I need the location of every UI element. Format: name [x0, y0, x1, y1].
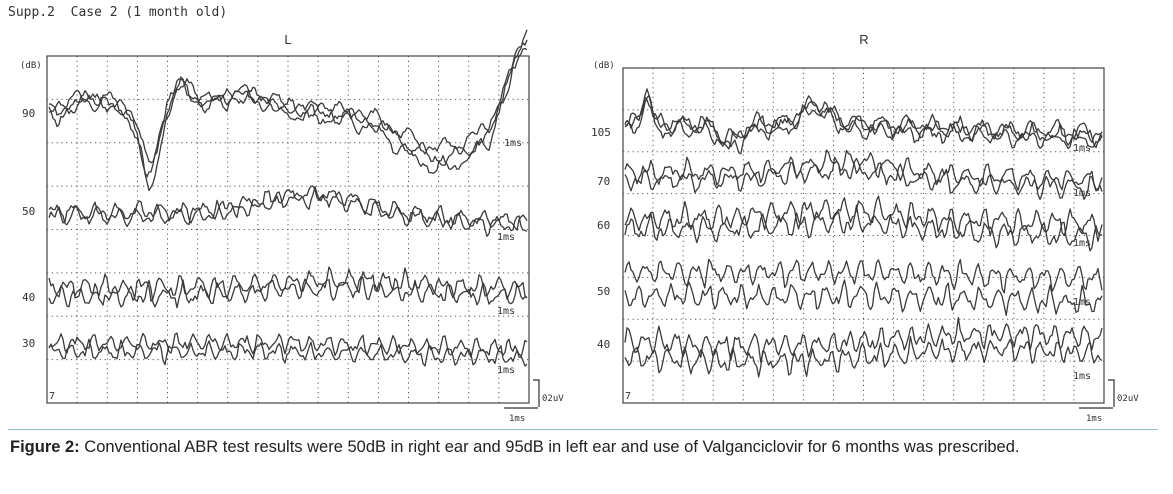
right-trace-60-2 [624, 204, 1103, 252]
right-y-tick-70: 70 [597, 175, 610, 188]
right-ear-panel: R (dB) 105 70 60 50 40 7 02uV 1ms 1ms 1m… [591, 32, 1139, 424]
right-amplitude-scale-bar [1108, 379, 1115, 407]
left-trace-30-1 [48, 332, 528, 359]
figure-supplement-title: Supp.2 Case 2 (1 month old) [8, 5, 228, 20]
right-trace-40-2 [624, 335, 1103, 378]
left-trace-40-2 [48, 276, 528, 309]
left-y-tick-90: 90 [22, 107, 35, 120]
left-trace-30-2 [48, 338, 528, 367]
right-trace-40-1 [624, 316, 1103, 363]
right-y-tick-50: 50 [597, 285, 610, 298]
right-trace-70-1 [624, 149, 1103, 192]
right-trace-40-marker: 1ms [1073, 371, 1091, 382]
left-trace-90-3 [48, 39, 528, 192]
right-y-unit: (dB) [593, 61, 615, 71]
left-trace-50-marker: 1ms [497, 232, 515, 243]
left-amplitude-scale-label: 02uV [542, 394, 564, 404]
right-trace-50-2 [624, 279, 1103, 317]
right-trace-70-2 [624, 156, 1103, 200]
left-ear-panel: L (dB) 90 50 40 30 7 02uV 1ms 1ms 1ms 1m… [20, 29, 564, 424]
figure-caption: Figure 2: Conventional ABR test results … [10, 437, 1155, 458]
right-y-tick-105: 105 [591, 126, 611, 139]
caption-label: Figure 2: [10, 438, 80, 456]
left-trace-90-1 [48, 47, 528, 164]
left-trace-40-marker: 1ms [497, 306, 515, 317]
right-corner-mark: 7 [625, 391, 631, 402]
left-trace-30-marker: 1ms [497, 365, 515, 376]
right-panel-title: R [859, 32, 868, 47]
caption-divider [8, 429, 1158, 430]
left-amplitude-scale-bar [533, 379, 540, 407]
right-time-scale-label: 1ms [1086, 414, 1102, 424]
left-trace-50-2 [48, 186, 528, 237]
right-traces [624, 88, 1103, 378]
abr-figure: L (dB) 90 50 40 30 7 02uV 1ms 1ms 1ms 1m… [20, 29, 1139, 424]
right-amplitude-scale-label: 02uV [1117, 394, 1139, 404]
right-y-tick-60: 60 [597, 219, 610, 232]
left-y-tick-30: 30 [22, 337, 35, 350]
right-trace-105-3 [624, 94, 1103, 155]
left-trace-90-marker: 1ms [504, 138, 522, 149]
left-y-tick-50: 50 [22, 205, 35, 218]
left-corner-mark: 7 [49, 391, 55, 402]
left-trace-90-2 [48, 29, 528, 178]
caption-text: Conventional ABR test results were 50dB … [84, 438, 1020, 456]
right-trace-50-1 [624, 258, 1103, 294]
left-y-unit: (dB) [20, 61, 42, 71]
right-y-tick-40: 40 [597, 338, 610, 351]
right-trace-105-marker: 1ms [1073, 143, 1091, 154]
right-trace-50-marker: 1ms [1073, 297, 1091, 308]
right-trace-60-marker: 1ms [1073, 238, 1091, 249]
left-time-scale-label: 1ms [509, 414, 525, 424]
left-traces [48, 29, 528, 367]
left-trace-50-1 [48, 185, 528, 231]
left-y-tick-40: 40 [22, 291, 35, 304]
left-panel-title: L [284, 32, 291, 47]
right-trace-70-marker: 1ms [1073, 188, 1091, 199]
right-trace-105-2 [624, 96, 1103, 150]
